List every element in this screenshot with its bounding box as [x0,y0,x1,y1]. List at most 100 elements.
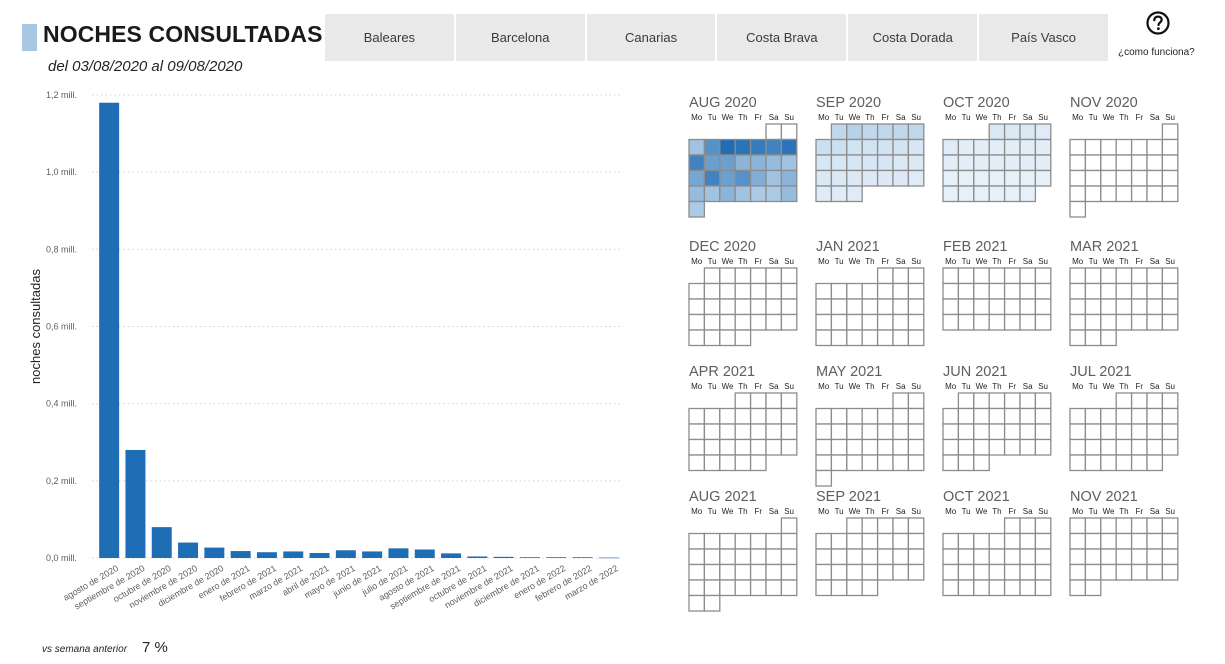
calendar-day-cell[interactable] [688,438,706,456]
calendar-day-cell[interactable] [688,185,706,203]
calendar-day-cell[interactable] [1069,267,1087,285]
calendar-day-cell[interactable] [1146,423,1164,441]
calendar-day-cell[interactable] [1069,200,1087,218]
calendar-day-cell[interactable] [765,154,783,172]
calendar-day-cell[interactable] [1003,185,1021,203]
calendar-day-cell[interactable] [861,532,879,550]
calendar-day-cell[interactable] [876,313,894,331]
tab-costa-brava[interactable]: Costa Brava [717,14,849,61]
calendar-day-cell[interactable] [703,548,721,566]
calendar-day-cell[interactable] [942,282,960,300]
calendar-day-cell[interactable] [942,407,960,425]
calendar-day-cell[interactable] [846,532,863,550]
calendar-day-cell[interactable] [830,579,848,597]
calendar-day-cell[interactable] [1069,169,1087,187]
calendar-day-cell[interactable] [988,532,1006,550]
calendar-day-cell[interactable] [876,154,894,172]
calendar-day-cell[interactable] [780,563,798,581]
calendar-day-cell[interactable] [1003,532,1021,550]
calendar-day-cell[interactable] [703,267,721,285]
calendar-day-cell[interactable] [892,138,910,156]
bar[interactable] [283,551,304,558]
calendar-day-cell[interactable] [688,532,706,550]
calendar-day-cell[interactable] [830,407,848,425]
bar[interactable] [151,527,172,558]
calendar-day-cell[interactable] [688,454,706,472]
calendar-day-cell[interactable] [1115,532,1133,550]
calendar-day-cell[interactable] [892,313,910,331]
calendar-day-cell[interactable] [1146,298,1164,316]
calendar-day-cell[interactable] [907,423,925,441]
calendar-day-cell[interactable] [1130,548,1148,566]
calendar-day-cell[interactable] [1003,392,1021,410]
bar[interactable] [362,551,383,558]
calendar-day-cell[interactable] [1003,579,1021,597]
calendar-day-cell[interactable] [830,169,848,187]
calendar-day-cell[interactable] [876,138,894,156]
calendar-day-cell[interactable] [973,407,990,425]
calendar-day-cell[interactable] [1100,517,1117,535]
calendar-day-cell[interactable] [957,532,975,550]
calendar-day-cell[interactable] [861,313,879,331]
calendar-day-cell[interactable] [988,138,1006,156]
calendar-day-cell[interactable] [957,267,975,285]
calendar-day-cell[interactable] [1019,579,1037,597]
calendar-day-cell[interactable] [703,454,721,472]
calendar-day-cell[interactable] [1084,454,1102,472]
calendar-day-cell[interactable] [846,138,863,156]
calendar-day-cell[interactable] [1069,313,1087,331]
calendar-day-cell[interactable] [973,313,990,331]
calendar-day-cell[interactable] [1100,532,1117,550]
calendar-day-cell[interactable] [1115,298,1133,316]
calendar-day-cell[interactable] [846,282,863,300]
calendar-day-cell[interactable] [973,563,990,581]
calendar-day-cell[interactable] [1100,423,1117,441]
calendar-day-cell[interactable] [815,532,833,550]
calendar-day-cell[interactable] [988,169,1006,187]
calendar-day-cell[interactable] [973,138,990,156]
calendar-day-cell[interactable] [734,313,752,331]
calendar-day-cell[interactable] [1161,154,1179,172]
calendar-day-cell[interactable] [780,185,798,203]
calendar-day-cell[interactable] [988,123,1006,141]
calendar-day-cell[interactable] [1034,438,1052,456]
calendar-day-cell[interactable] [830,423,848,441]
calendar-day-cell[interactable] [780,154,798,172]
calendar-day-cell[interactable] [988,438,1006,456]
calendar-day-cell[interactable] [892,423,910,441]
calendar-day-cell[interactable] [1019,185,1037,203]
calendar-day-cell[interactable] [1146,154,1164,172]
calendar-day-cell[interactable] [1130,454,1148,472]
calendar-day-cell[interactable] [892,438,910,456]
calendar-day-cell[interactable] [1069,563,1087,581]
calendar-day-cell[interactable] [765,423,783,441]
calendar-day-cell[interactable] [734,407,752,425]
calendar-day-cell[interactable] [1019,392,1037,410]
calendar-day-cell[interactable] [1130,169,1148,187]
calendar-day-cell[interactable] [1146,392,1164,410]
calendar-day-cell[interactable] [1115,282,1133,300]
bar[interactable] [256,552,277,558]
calendar-day-cell[interactable] [876,517,894,535]
calendar-day-cell[interactable] [876,282,894,300]
calendar-day-cell[interactable] [780,123,798,141]
calendar-day-cell[interactable] [1161,185,1179,203]
calendar-day-cell[interactable] [846,407,863,425]
calendar-day-cell[interactable] [1034,138,1052,156]
calendar-day-cell[interactable] [846,123,863,141]
calendar-day-cell[interactable] [734,423,752,441]
calendar-day-cell[interactable] [1100,185,1117,203]
calendar-day-cell[interactable] [892,563,910,581]
calendar-day-cell[interactable] [749,313,767,331]
calendar-day-cell[interactable] [734,138,752,156]
calendar-day-cell[interactable] [780,298,798,316]
calendar-day-cell[interactable] [815,454,833,472]
calendar-day-cell[interactable] [703,329,721,347]
calendar-day-cell[interactable] [1146,267,1164,285]
calendar-day-cell[interactable] [1115,169,1133,187]
calendar-day-cell[interactable] [988,579,1006,597]
calendar-day-cell[interactable] [703,532,721,550]
calendar-day-cell[interactable] [719,169,736,187]
calendar-day-cell[interactable] [907,329,925,347]
bar[interactable] [204,547,225,558]
